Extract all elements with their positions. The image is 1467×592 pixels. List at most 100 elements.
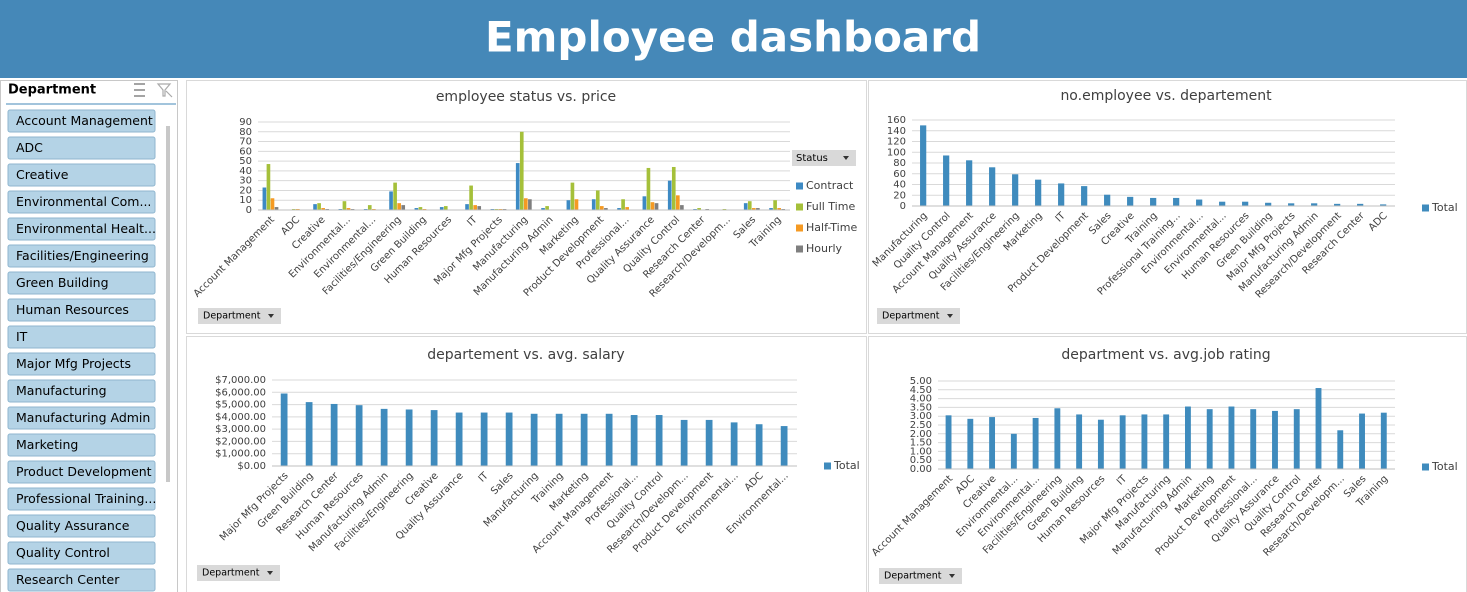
bar (455, 412, 463, 466)
bar (1054, 408, 1061, 469)
slicer-item-label: Manufacturing (16, 383, 107, 398)
bar (530, 413, 538, 466)
y-tick-label: 160 (887, 115, 906, 126)
dropdown-arrow (267, 571, 273, 575)
y-tick-label: 10 (239, 195, 252, 206)
bar (1359, 413, 1365, 469)
bar (1076, 414, 1083, 469)
bar (380, 408, 388, 466)
bar (397, 203, 401, 210)
slicer-item[interactable] (7, 487, 156, 511)
header-bar (0, 0, 1467, 78)
slicer-item[interactable] (7, 514, 156, 538)
slicer-item[interactable] (7, 190, 156, 214)
filter-button[interactable] (198, 308, 281, 324)
slicer-item[interactable] (7, 244, 156, 268)
bar (680, 205, 684, 210)
bar (430, 410, 438, 466)
bar (747, 201, 752, 210)
slicer-item[interactable] (7, 271, 156, 295)
bar (773, 200, 777, 210)
chart-frame (186, 80, 867, 334)
bar (401, 205, 406, 210)
filter-button-label: Department (203, 311, 261, 322)
bar (777, 208, 781, 210)
filter-button-label: Department (884, 571, 942, 582)
bar (967, 418, 974, 469)
slicer-item[interactable] (7, 163, 156, 187)
y-tick-label: 80 (893, 158, 906, 169)
slicer-item[interactable] (7, 136, 156, 160)
x-tick-label: Product Development (1006, 210, 1091, 295)
slicer-item[interactable] (7, 568, 156, 592)
y-tick-label: 4.50 (910, 385, 932, 396)
y-tick-label: 90 (239, 117, 252, 128)
slicer-item[interactable] (7, 217, 156, 241)
chart-title: no.employee vs. departement (1060, 88, 1272, 104)
bar (505, 412, 513, 466)
y-tick-label: 80 (239, 127, 252, 138)
slicer-item[interactable] (7, 406, 156, 430)
bar (604, 208, 608, 210)
y-tick-label: 30 (239, 176, 252, 187)
slicer-item[interactable] (7, 325, 156, 349)
bar (469, 185, 473, 210)
slicer-item[interactable] (7, 109, 156, 133)
slicer-item-label: Manufacturing Admin (16, 410, 150, 425)
bar (317, 203, 321, 210)
legend-swatch (796, 182, 803, 190)
chart-title: department vs. avg.job rating (1061, 347, 1270, 363)
bar (1184, 406, 1191, 469)
legend-title-box[interactable] (792, 150, 856, 166)
slicer-item[interactable] (7, 298, 156, 322)
bar (617, 208, 621, 210)
slicer-item[interactable] (7, 379, 156, 403)
y-tick-label: 4.00 (910, 394, 932, 405)
filter-button[interactable] (197, 565, 280, 581)
chart-frame (868, 80, 1467, 334)
bar (752, 208, 756, 210)
bar (393, 182, 397, 210)
bar (1032, 417, 1039, 469)
bar (705, 419, 713, 466)
slicer-item-label: Marketing (16, 437, 78, 452)
bar (743, 203, 748, 210)
y-tick-label: $6,000.00 (215, 387, 266, 398)
slicer-scrollbar[interactable] (166, 126, 170, 482)
bar (1380, 412, 1387, 469)
bar (541, 208, 545, 210)
filter-button[interactable] (877, 308, 960, 324)
bar (650, 202, 655, 210)
slicer-item[interactable] (7, 460, 156, 484)
chart-frame (186, 336, 867, 592)
filter-button-label: Department (882, 311, 940, 322)
bar (270, 198, 275, 210)
legend-label: Half-Time (806, 221, 857, 234)
bar (1315, 388, 1322, 469)
legend-swatch (796, 245, 803, 253)
slicer-item[interactable] (7, 352, 156, 376)
legend-title: Status (796, 153, 828, 164)
y-tick-label: 50 (239, 156, 252, 167)
slicer-item[interactable] (7, 433, 156, 457)
y-tick-label: 60 (893, 169, 906, 180)
bar (280, 393, 288, 466)
filter-button[interactable] (879, 568, 962, 584)
bar (1265, 202, 1272, 206)
y-tick-label: 5.00 (910, 376, 932, 387)
bar (555, 413, 563, 466)
bar (654, 203, 659, 210)
bar (1150, 197, 1157, 206)
bar (1119, 415, 1126, 469)
bar (1272, 410, 1278, 469)
legend-label: Hourly (806, 242, 843, 255)
multi-select-icon[interactable] (134, 83, 145, 97)
bar (439, 207, 444, 210)
y-tick-label: 60 (239, 146, 252, 157)
bar (1242, 201, 1249, 206)
clear-filter-icon[interactable] (156, 83, 173, 98)
bar (1097, 419, 1104, 469)
x-tick-label: IT (465, 214, 480, 229)
slicer-item[interactable] (7, 541, 156, 565)
